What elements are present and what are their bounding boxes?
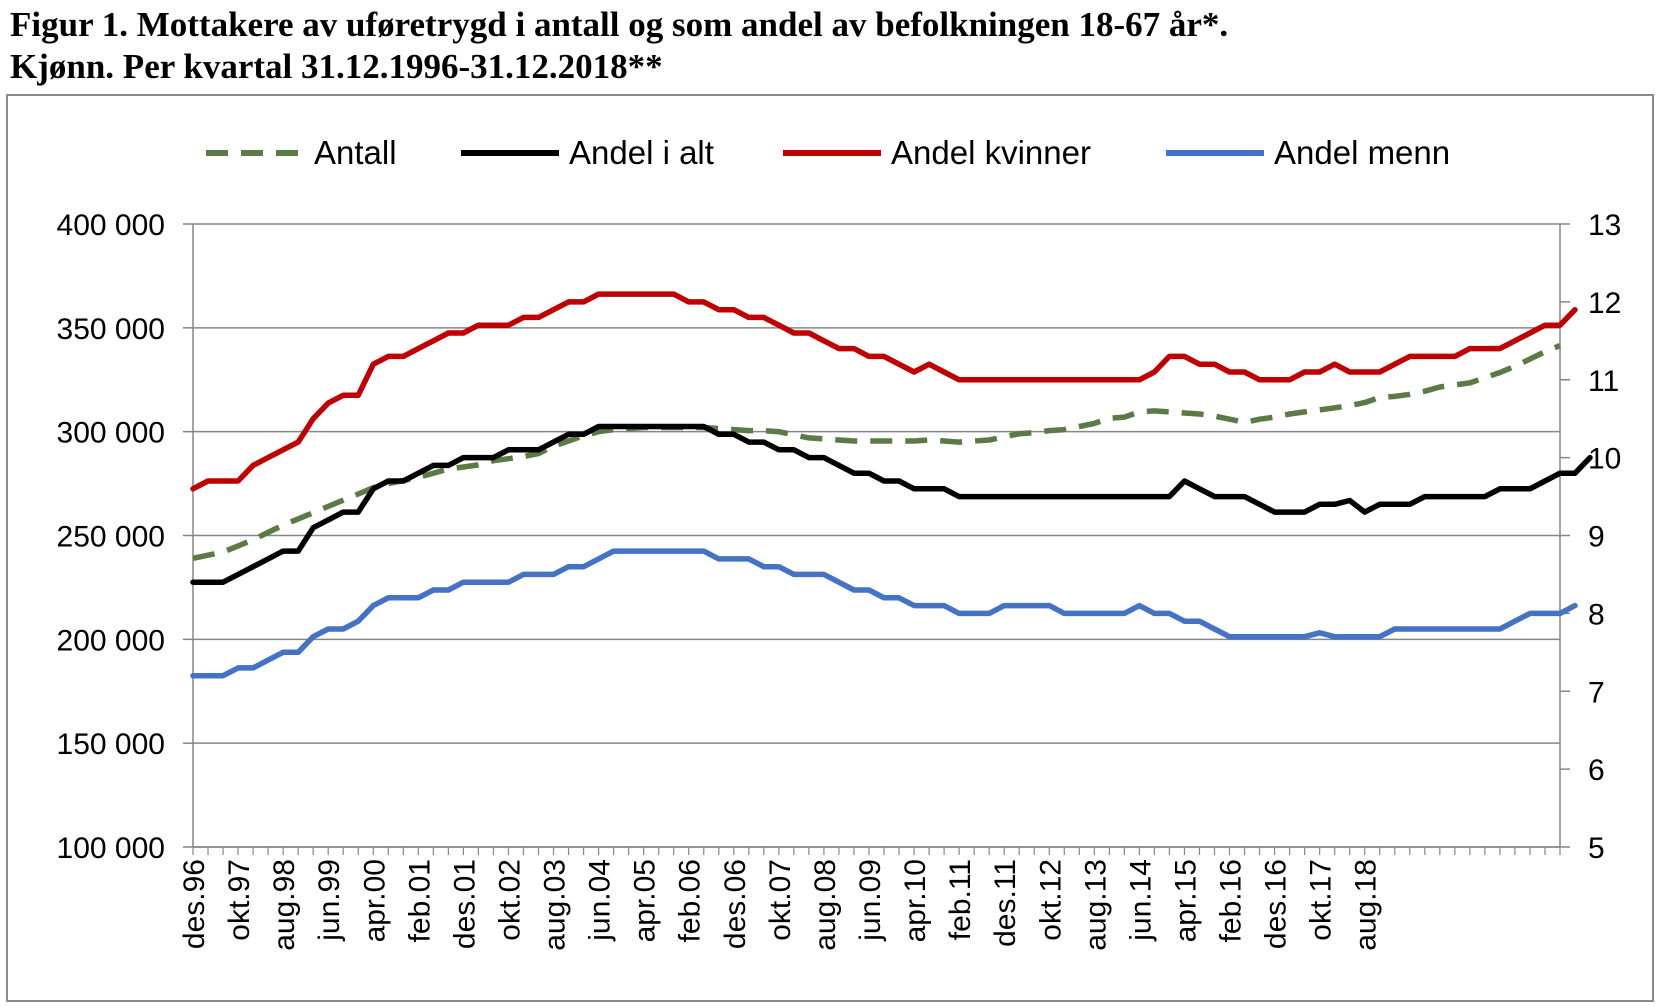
y-right-tick-label: 10	[1588, 443, 1621, 476]
legend: Antall Andel i alt Andel kvinner Andel menn	[206, 134, 1450, 171]
x-tick-label: jun.04	[584, 859, 617, 942]
legend-label: Antall	[314, 134, 397, 171]
x-tick-label: okt.97	[223, 859, 256, 941]
x-tick-label: jun.14	[1124, 859, 1157, 942]
y-right-tick-label: 8	[1588, 598, 1605, 631]
gridlines	[193, 223, 1560, 848]
legend-label: Andel menn	[1274, 134, 1450, 171]
x-tick-label: aug.08	[809, 859, 842, 951]
y-right-tick-label: 7	[1588, 676, 1605, 709]
x-tick-label: feb.06	[674, 859, 707, 942]
x-tick-label: okt.07	[764, 859, 797, 941]
chart-title: Figur 1. Mottakere av uføretrygd i antal…	[10, 4, 1650, 88]
x-tick-label: feb.01	[403, 859, 436, 942]
legend-label: Andel i alt	[569, 134, 714, 171]
x-tick-label: des.06	[719, 859, 752, 949]
x-tick-label: apr.05	[629, 859, 662, 942]
legend-label: Andel kvinner	[891, 134, 1091, 171]
y-axis-right: 5 6 7 8 9 10 11 12 13	[1560, 209, 1621, 865]
y-left-tick-label: 150 000	[57, 728, 165, 761]
series-line-antall	[192, 342, 1562, 561]
x-tick-label: feb.16	[1215, 859, 1248, 942]
x-tick-label: jun.99	[313, 859, 346, 942]
y-left-tick-label: 200 000	[57, 624, 165, 657]
x-tick-label: des.01	[448, 859, 481, 949]
x-tick-label: apr.00	[358, 859, 391, 942]
series-line-andel-i-alt	[190, 423, 1593, 585]
x-tick-label: apr.10	[899, 859, 932, 942]
chart-frame	[6, 94, 1654, 1002]
series-lines	[190, 291, 1593, 679]
chart-title-line-2: Kjønn. Per kvartal 31.12.1996-31.12.2018…	[10, 47, 663, 86]
x-tick-label: feb.11	[944, 859, 977, 940]
y-left-tick-label: 300 000	[57, 417, 165, 450]
series-line-andel-menn	[190, 548, 1578, 679]
y-left-tick-label: 250 000	[57, 521, 165, 554]
x-tick-label: okt.12	[1034, 859, 1067, 941]
series-line-andel-kvinner	[190, 291, 1578, 492]
y-axis-left: 100 000 150 000 200 000 250 000 300 000 350 0…	[57, 209, 193, 865]
y-left-tick-label: 350 000	[57, 313, 165, 346]
x-tick-label: apr.15	[1169, 859, 1202, 942]
x-tick-label: jun.09	[854, 859, 887, 942]
y-right-tick-label: 12	[1588, 287, 1621, 320]
x-tick-label: aug.18	[1350, 859, 1383, 951]
x-tick-label: des.11	[989, 859, 1022, 947]
x-tick-label: aug.13	[1079, 859, 1112, 951]
chart-title-line-1: Figur 1. Mottakere av uføretrygd i antal…	[10, 5, 1229, 44]
x-tick-label: aug.98	[268, 859, 301, 951]
y-right-tick-label: 11	[1588, 365, 1619, 398]
y-left-tick-label: 100 000	[57, 832, 165, 865]
y-right-tick-label: 5	[1588, 832, 1605, 865]
y-right-tick-label: 13	[1588, 209, 1621, 242]
x-axis: des.96 okt.97 aug.98 jun.99 apr.00 feb.01 des.…	[178, 847, 1561, 951]
x-tick-label: des.96	[178, 859, 211, 949]
y-right-tick-label: 6	[1588, 754, 1605, 787]
y-right-tick-label: 9	[1588, 521, 1605, 554]
y-left-tick-label: 400 000	[57, 209, 165, 242]
x-tick-label: okt.02	[493, 859, 526, 941]
x-tick-label: des.16	[1260, 859, 1293, 949]
x-tick-label: okt.17	[1305, 859, 1338, 941]
x-tick-label: aug.03	[539, 859, 572, 951]
